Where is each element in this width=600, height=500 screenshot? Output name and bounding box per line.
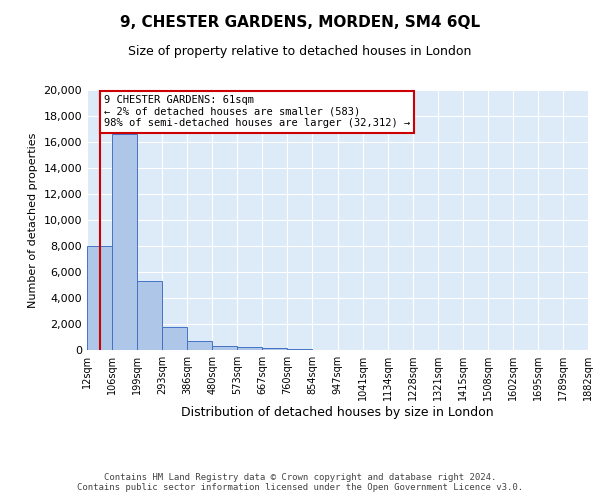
Bar — [162, 327, 187, 350]
Text: Contains HM Land Registry data © Crown copyright and database right 2024.
Contai: Contains HM Land Registry data © Crown c… — [77, 473, 523, 492]
Bar — [187, 341, 212, 350]
Bar — [287, 348, 313, 350]
Bar — [238, 348, 262, 350]
Bar — [112, 134, 137, 350]
Bar — [137, 281, 162, 350]
Text: 9 CHESTER GARDENS: 61sqm
← 2% of detached houses are smaller (583)
98% of semi-d: 9 CHESTER GARDENS: 61sqm ← 2% of detache… — [104, 95, 410, 128]
Text: 9, CHESTER GARDENS, MORDEN, SM4 6QL: 9, CHESTER GARDENS, MORDEN, SM4 6QL — [120, 15, 480, 30]
X-axis label: Distribution of detached houses by size in London: Distribution of detached houses by size … — [181, 406, 494, 419]
Bar — [87, 246, 112, 350]
Y-axis label: Number of detached properties: Number of detached properties — [28, 132, 38, 308]
Bar — [212, 346, 238, 350]
Bar — [262, 348, 287, 350]
Text: Size of property relative to detached houses in London: Size of property relative to detached ho… — [128, 45, 472, 58]
